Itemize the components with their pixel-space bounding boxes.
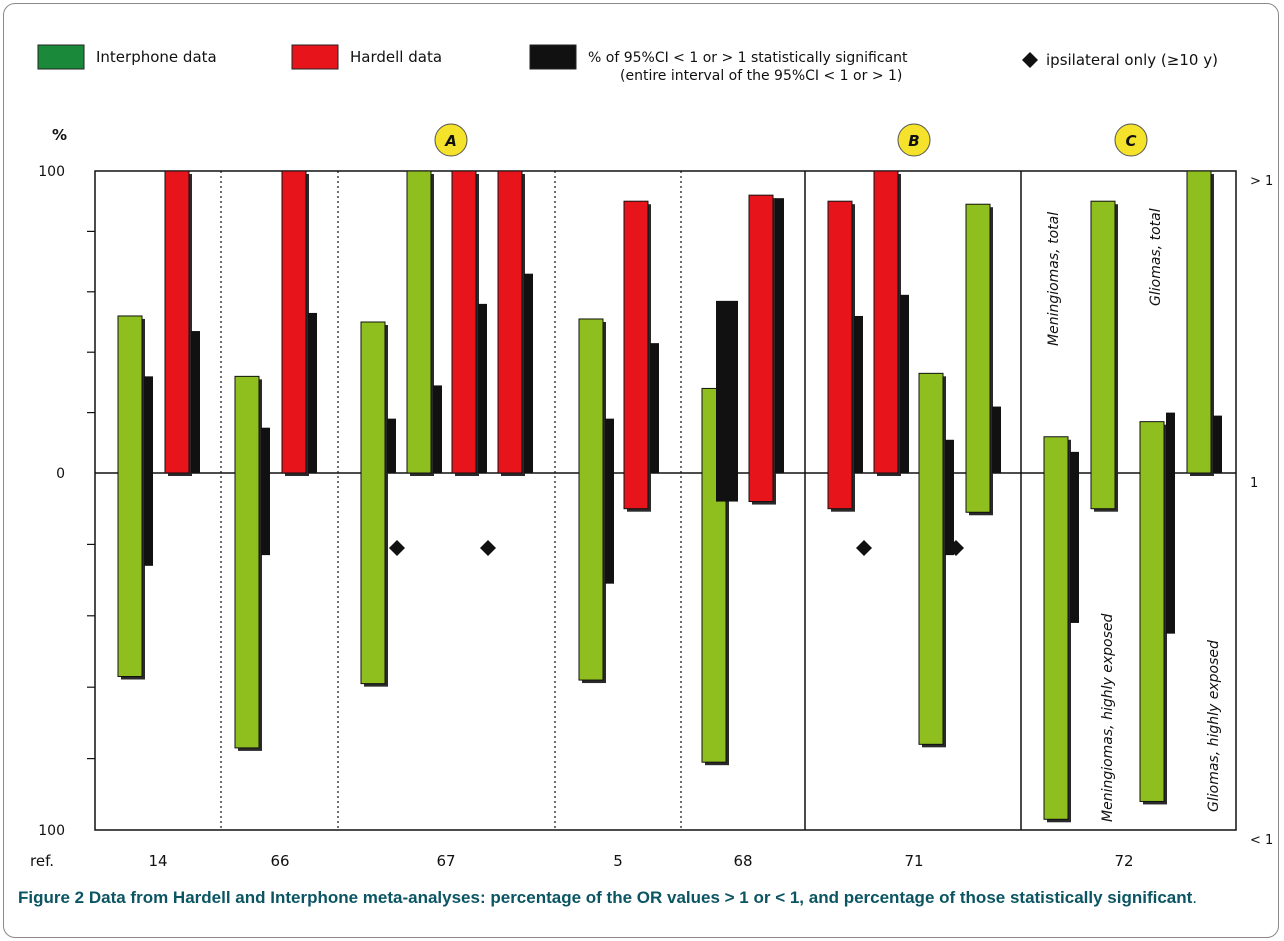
y-tick-label-left: 0 [56,466,65,482]
significant-bar [650,343,659,473]
legend-label-significant-note: (entire interval of the 95%CI < 1 or > 1… [620,68,902,84]
figure-frame [3,3,1279,938]
section-badge-a: A [434,123,468,157]
legend-label-significant: % of 95%CI < 1 or > 1 statistically sign… [588,50,908,66]
plot-frame [94,170,1237,831]
interphone-bar [1186,170,1212,474]
interphone-bar [1139,421,1165,802]
legend-label-hardell: Hardell data [350,48,442,66]
y-tick-label-right: 1 [1250,476,1258,491]
ref-label: 67 [436,852,455,870]
interphone-bar [117,315,143,677]
x-axis-label: ref. [30,852,54,870]
hardell-bar [748,194,774,503]
legend-diamond-icon [1022,52,1038,68]
y-axis-label: % [52,126,67,144]
caption-figure-number: Figure 2 [18,888,85,907]
significant-bar [524,273,533,473]
y-tick-label-left: 100 [38,823,65,839]
interphone-bar [1043,436,1069,820]
figure-caption: Figure 2 Data from Hardell and Interphon… [18,886,1268,910]
bar-label: Meningiomas, highly exposed [1100,614,1116,822]
caption-end: . [1192,888,1198,907]
ref-label: 72 [1114,852,1133,870]
hardell-bar [873,170,899,474]
significant-bar [945,439,954,556]
legend-label-ipsilateral: ipsilateral only (≥10 y) [1046,51,1218,69]
bar-label: Meningiomas, total [1046,212,1062,346]
hardell-bar [164,170,190,474]
interphone-bar [1090,200,1116,510]
section-badge-c-label: C [1125,132,1136,150]
bar-label: Gliomas, total [1148,208,1164,306]
significant-bar [1070,451,1079,623]
significant-bar [1213,415,1222,473]
section-badge-b: B [897,123,931,157]
significant-bar [387,418,396,473]
y-tick-label-right: < 1 [1250,833,1273,848]
legend-swatch-significant [529,44,577,70]
ref-label: 5 [613,852,623,870]
significant-bar [900,294,909,473]
significant-bar [478,303,487,473]
legend-label-interphone: Interphone data [96,48,217,66]
ref-label: 71 [904,852,923,870]
legend-swatch-interphone [37,44,85,70]
significant-bar [433,385,442,473]
ipsilateral-diamond-icon [480,540,496,556]
significant-bar [144,376,153,566]
significant-bar [261,427,270,556]
hardell-bar [451,170,477,474]
significant-bar [191,331,200,473]
ipsilateral-diamond-icon [856,540,872,556]
interphone-bar [234,375,260,749]
section-badge-b-label: B [908,132,919,150]
chart-svg: Interphone data Hardell data % of 95%CI … [30,44,1273,870]
interphone-bar [918,372,944,745]
interphone-bar [965,203,991,513]
interphone-bar [360,321,386,685]
bar-label: Gliomas, highly exposed [1206,640,1222,812]
hardell-bar [281,170,307,474]
significant-bar [854,315,863,473]
hardell-bar [623,200,649,510]
significant-bar [308,312,317,473]
significant-bar [1166,412,1175,634]
hardell-bar [827,200,853,510]
hardell-bar [497,170,523,474]
caption-text: Data from Hardell and Interphone meta-an… [88,888,1193,907]
plot-area: 100 0 100 > 1 1 < 1 14 66 67 5 68 71 Meningiomas, hi… [38,164,1273,870]
legend-swatch-hardell [291,44,339,70]
section-badge-a-label: A [444,132,457,150]
y-tick-label-left: 100 [38,164,65,180]
ipsilateral-diamond-icon [948,540,964,556]
ref-label: 14 [148,852,167,870]
interphone-bar [578,318,604,681]
ipsilateral-diamond-icon [389,540,405,556]
significant-bar [716,300,738,502]
significant-bar [605,418,614,584]
ref-label: 66 [270,852,289,870]
interphone-bar [406,170,432,474]
y-tick-label-right: > 1 [1250,174,1273,189]
ref-label: 68 [733,852,752,870]
significant-bar [775,198,784,473]
section-badge-c: C [1114,123,1148,157]
legend: Interphone data Hardell data % of 95%CI … [37,44,1218,84]
significant-bar [992,406,1001,473]
